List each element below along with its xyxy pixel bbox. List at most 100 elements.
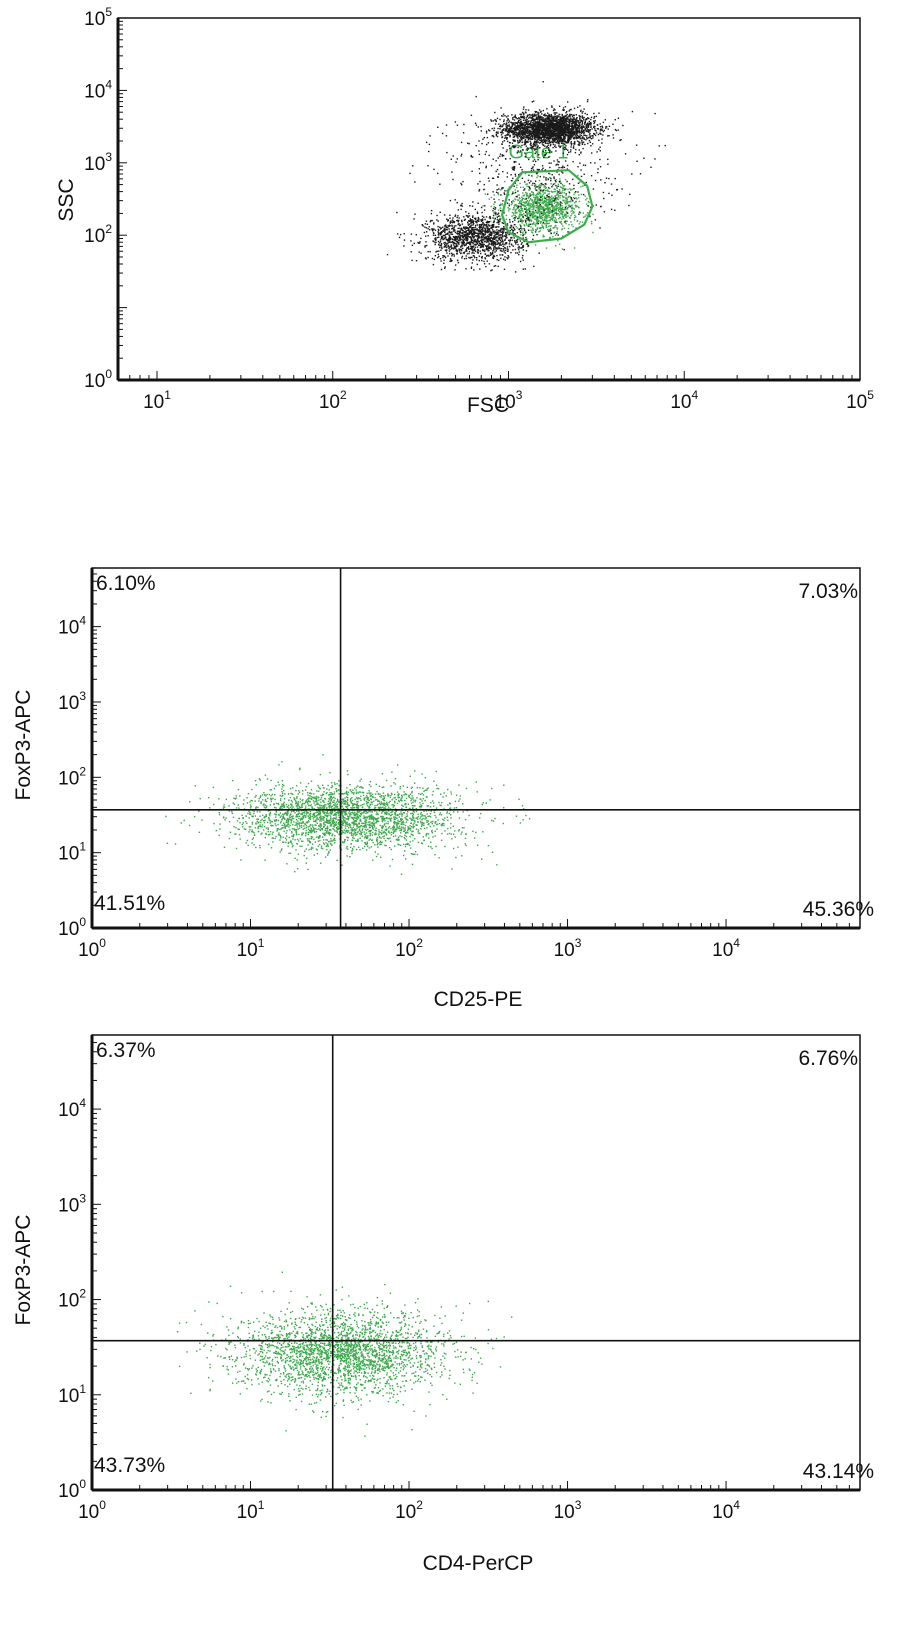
data-point [495,119,497,121]
data-point [469,219,472,221]
data-point [545,134,547,136]
data-point [476,243,478,245]
data-point [455,238,457,241]
data-point [471,247,473,250]
data-point [553,138,555,140]
data-point [528,114,531,116]
data-point [479,268,481,270]
data-point [463,226,465,228]
data-point [524,268,526,270]
data-point [490,269,492,272]
data-point [489,232,491,234]
data-point [562,211,564,213]
data-point [566,142,568,144]
data-point [554,130,556,132]
data-point [549,124,552,126]
data-point [511,121,513,124]
data-point [396,233,399,235]
data-point [480,130,482,132]
data-point [552,204,554,207]
data-point [481,211,483,214]
data-point [561,213,564,215]
data-point [552,123,554,125]
data-point [520,133,522,135]
data-point [450,233,452,235]
data-point [459,237,461,239]
data-point [470,256,472,259]
data-point [563,213,566,215]
data-point [473,228,475,231]
data-point [560,126,562,128]
data-point [548,201,550,204]
data-point [480,252,482,255]
data-point [553,213,555,216]
data-point [574,192,576,194]
data-point [518,131,520,134]
data-point [539,199,541,201]
data-point [522,126,524,129]
data-point [488,263,491,265]
data-point [549,144,552,147]
data-point [583,118,585,121]
data-point [451,255,453,257]
data-point [468,215,471,217]
data-point [521,227,523,230]
data-point [482,245,484,248]
data-point [553,200,555,203]
data-point [511,131,513,133]
data-point [526,123,528,125]
data-point [468,256,470,259]
data-point [491,127,493,130]
data-point [481,259,483,262]
data-point [458,233,461,236]
data-point [514,248,517,251]
data-point [514,116,516,118]
data-point [565,210,568,213]
data-point [561,128,563,131]
data-point [577,143,579,146]
data-point [476,224,478,226]
data-point [572,207,574,209]
data-point [561,215,564,217]
data-point [533,124,535,127]
data-point [519,197,521,200]
data-point [494,246,496,248]
data-point [532,238,534,241]
data-point [569,131,571,134]
data-point [556,194,558,196]
data-point [546,145,548,148]
data-point [554,127,556,129]
data-point [494,208,496,211]
data-point [575,206,577,208]
data-point [518,210,520,212]
data-point [535,206,537,209]
data-point [467,224,470,226]
data-point [441,247,443,250]
data-point [538,112,540,114]
data-point [589,141,591,143]
data-point [525,208,527,211]
data-point [504,243,506,246]
data-point [526,199,528,202]
data-point [587,126,590,128]
data-point [444,241,446,244]
data-point [492,226,495,228]
data-point [483,260,485,263]
data-point [494,234,496,236]
data-point [487,244,490,246]
data-point [556,191,559,193]
data-point [441,231,443,234]
data-point [539,119,541,121]
data-point [522,204,525,207]
data-point [541,126,543,128]
data-point [550,135,553,138]
data-point [523,212,525,215]
data-point [561,235,564,237]
data-point [500,236,503,238]
data-point [560,140,562,142]
data-point [492,238,494,240]
data-point [556,232,558,235]
data-point [536,196,538,198]
data-point [531,203,533,206]
data-point [570,144,573,146]
